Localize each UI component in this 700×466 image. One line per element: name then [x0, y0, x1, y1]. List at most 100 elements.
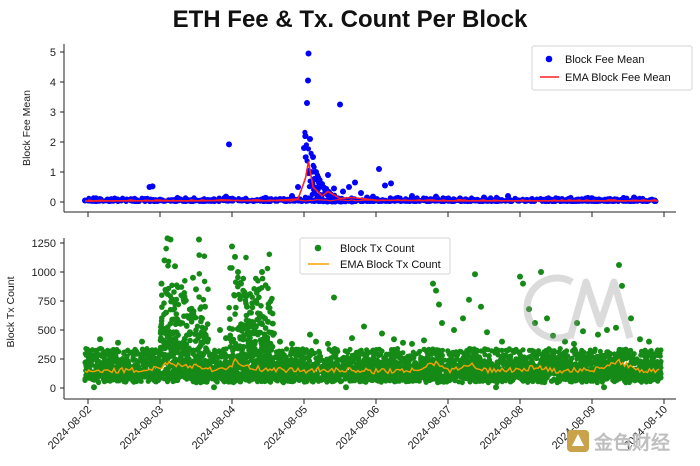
- tx-point: [472, 271, 478, 278]
- tx-point: [323, 363, 329, 369]
- tx-point: [277, 358, 283, 364]
- tx-point: [369, 374, 375, 380]
- tx-point: [436, 350, 442, 356]
- tx-point: [324, 356, 330, 362]
- fee-point: [325, 172, 331, 178]
- fee-y-tick-label: 4: [50, 77, 56, 89]
- fee-ema-detail: [87, 198, 659, 202]
- tx-point: [193, 286, 199, 293]
- tx-point: [444, 375, 451, 381]
- tx-point: [459, 379, 465, 386]
- tx-point: [415, 350, 422, 356]
- tx-point: [646, 364, 652, 370]
- tx-point: [250, 372, 256, 378]
- fee-legend: Block Fee Mean EMA Block Fee Mean: [531, 45, 693, 91]
- tx-point: [431, 349, 438, 356]
- tx-point: [611, 374, 617, 380]
- tx-point: [450, 373, 457, 379]
- fee-legend-box: [531, 45, 693, 91]
- tx-point: [349, 335, 355, 342]
- tx-point: [158, 280, 165, 287]
- tx-point: [207, 351, 213, 357]
- tx-point: [219, 375, 225, 381]
- fee-point: [223, 193, 229, 200]
- fee-point: [310, 154, 316, 160]
- fee-y-tick-label: 2: [50, 137, 56, 149]
- tx-point: [116, 349, 122, 355]
- tx-point: [164, 379, 171, 385]
- tx-point: [85, 375, 91, 381]
- tx-point: [514, 348, 520, 354]
- tx-point: [198, 380, 204, 386]
- tx-point: [301, 378, 307, 384]
- tx-point: [471, 374, 477, 380]
- tx-point: [136, 351, 142, 357]
- tx-point: [352, 354, 358, 360]
- fee-point: [301, 145, 307, 151]
- tx-point: [379, 330, 385, 337]
- fee-point: [289, 193, 295, 199]
- tx-point: [181, 351, 187, 357]
- tx-point: [379, 348, 385, 354]
- tx-point: [149, 347, 155, 353]
- tx-point: [374, 357, 380, 363]
- fee-point: [621, 194, 627, 201]
- tx-point: [533, 374, 540, 380]
- tx-point: [501, 362, 507, 368]
- tx-point: [423, 378, 429, 384]
- fee-point: [352, 179, 358, 186]
- tx-point: [174, 377, 180, 384]
- fee-point: [346, 184, 352, 190]
- tx-point: [344, 349, 350, 355]
- tx-point: [641, 352, 647, 358]
- fee-y-tick-label: 0: [50, 197, 56, 209]
- tx-point: [89, 362, 95, 368]
- fee-y-tick-label: 1: [50, 167, 56, 179]
- tx-point: [527, 360, 533, 366]
- tx-point: [180, 358, 186, 364]
- tx-point: [430, 280, 436, 287]
- tx-point: [99, 360, 105, 366]
- fee-point: [481, 194, 487, 201]
- tx-point: [541, 349, 547, 355]
- tx-point: [204, 374, 210, 380]
- tx-point: [445, 357, 451, 364]
- tx-point: [229, 375, 235, 381]
- tx-point: [183, 370, 189, 376]
- tx-point: [572, 348, 579, 354]
- tx-point: [470, 356, 477, 362]
- tx-point: [561, 376, 567, 382]
- tx-point: [212, 347, 218, 353]
- tx-point: [277, 373, 283, 379]
- tx-point: [203, 360, 209, 366]
- tx-point: [568, 360, 574, 366]
- fee-point: [149, 183, 156, 190]
- tx-point: [186, 360, 192, 366]
- chart-title: ETH Fee & Tx. Count Per Block: [173, 6, 528, 33]
- fee-point: [319, 181, 325, 187]
- tx-point: [513, 356, 519, 362]
- tx-point: [291, 375, 297, 382]
- tx-point: [319, 376, 325, 382]
- tx-point: [446, 351, 452, 357]
- tx-point: [282, 364, 288, 370]
- tx-point: [390, 354, 396, 360]
- fee-x-ticks: [87, 212, 665, 217]
- tx-x-tick-label: 2024-08-04: [190, 404, 238, 452]
- tx-point: [520, 372, 526, 378]
- tx-point: [300, 360, 306, 366]
- tx-point: [602, 354, 608, 360]
- tx-point: [191, 358, 197, 364]
- tx-point: [390, 375, 396, 381]
- tx-point: [262, 378, 268, 385]
- tx-point: [439, 320, 445, 326]
- tx-point: [116, 378, 122, 384]
- tx-point: [499, 347, 505, 353]
- tx-point: [342, 362, 349, 368]
- tx-point: [83, 359, 89, 365]
- tx-point: [259, 269, 265, 275]
- tx-point: [190, 274, 196, 281]
- tx-point: [217, 327, 223, 333]
- tx-point: [375, 378, 382, 384]
- tx-point: [631, 351, 637, 357]
